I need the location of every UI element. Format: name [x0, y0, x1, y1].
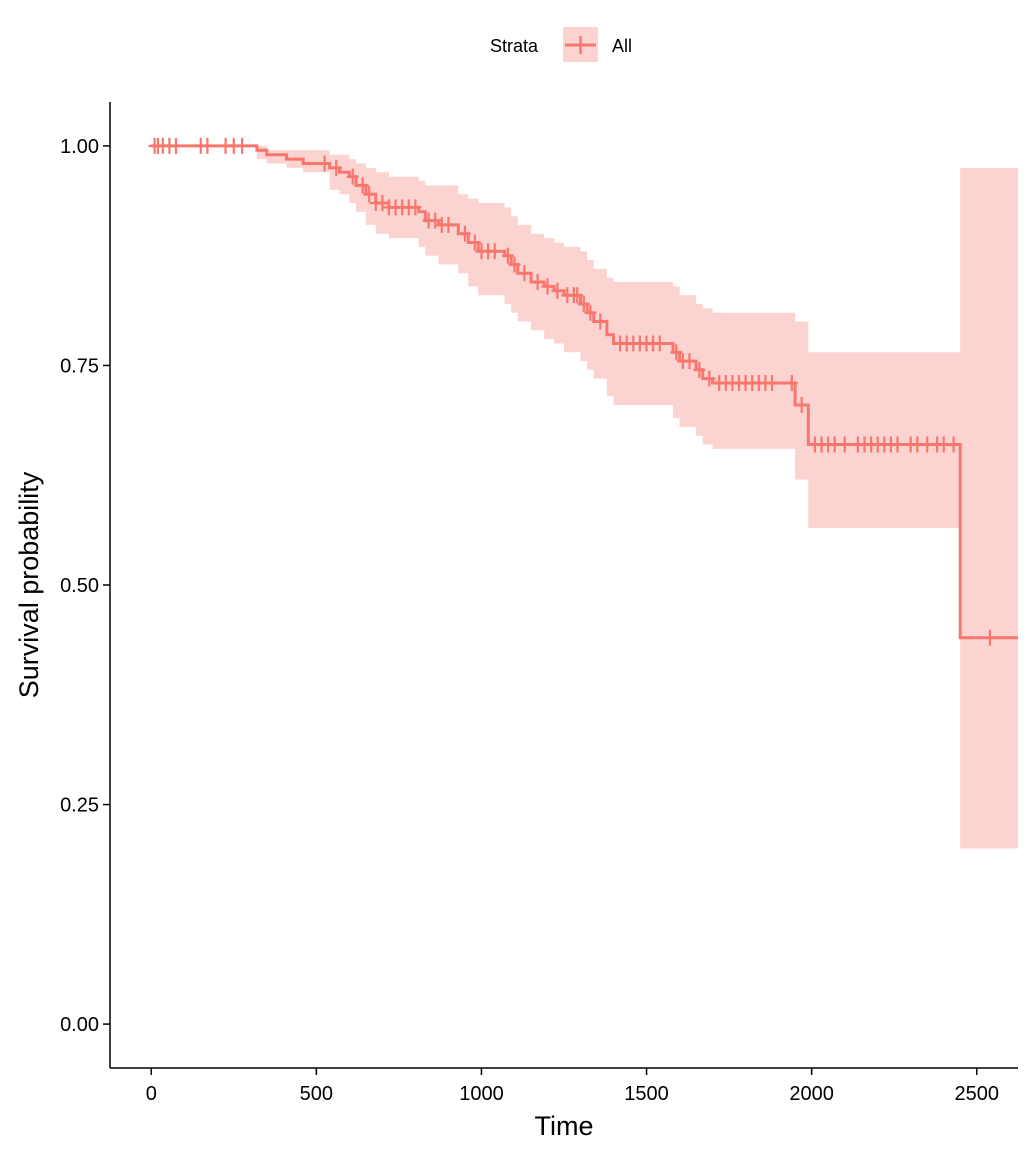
- confidence-band-area: [151, 145, 1019, 849]
- x-tick-label: 1500: [624, 1083, 669, 1105]
- confidence-band: [151, 145, 1019, 849]
- x-tick-label: 500: [300, 1083, 333, 1105]
- legend: Strata All: [490, 27, 632, 62]
- y-tick-label: 1.00: [60, 136, 99, 158]
- y-tick-label: 0.00: [60, 1014, 99, 1036]
- y-axis-title: Survival probability: [14, 471, 44, 698]
- axes: 0 500 1000 1500 2000 2500 0.00 0.25 0.50 0.75 1.00: [60, 102, 1018, 1105]
- x-tick-label: 2000: [789, 1083, 834, 1105]
- y-tick-label: 0.25: [60, 795, 99, 817]
- x-axis-title: Time: [535, 1111, 594, 1141]
- y-tick-label: 0.75: [60, 355, 99, 377]
- legend-entry-all: All: [612, 36, 632, 56]
- y-tick-label: 0.50: [60, 575, 99, 597]
- x-tick-label: 1000: [459, 1083, 504, 1105]
- legend-title: Strata: [490, 36, 539, 56]
- censor-marks: [148, 137, 996, 646]
- x-tick-label: 0: [146, 1083, 157, 1105]
- x-tick-label: 2500: [954, 1083, 999, 1105]
